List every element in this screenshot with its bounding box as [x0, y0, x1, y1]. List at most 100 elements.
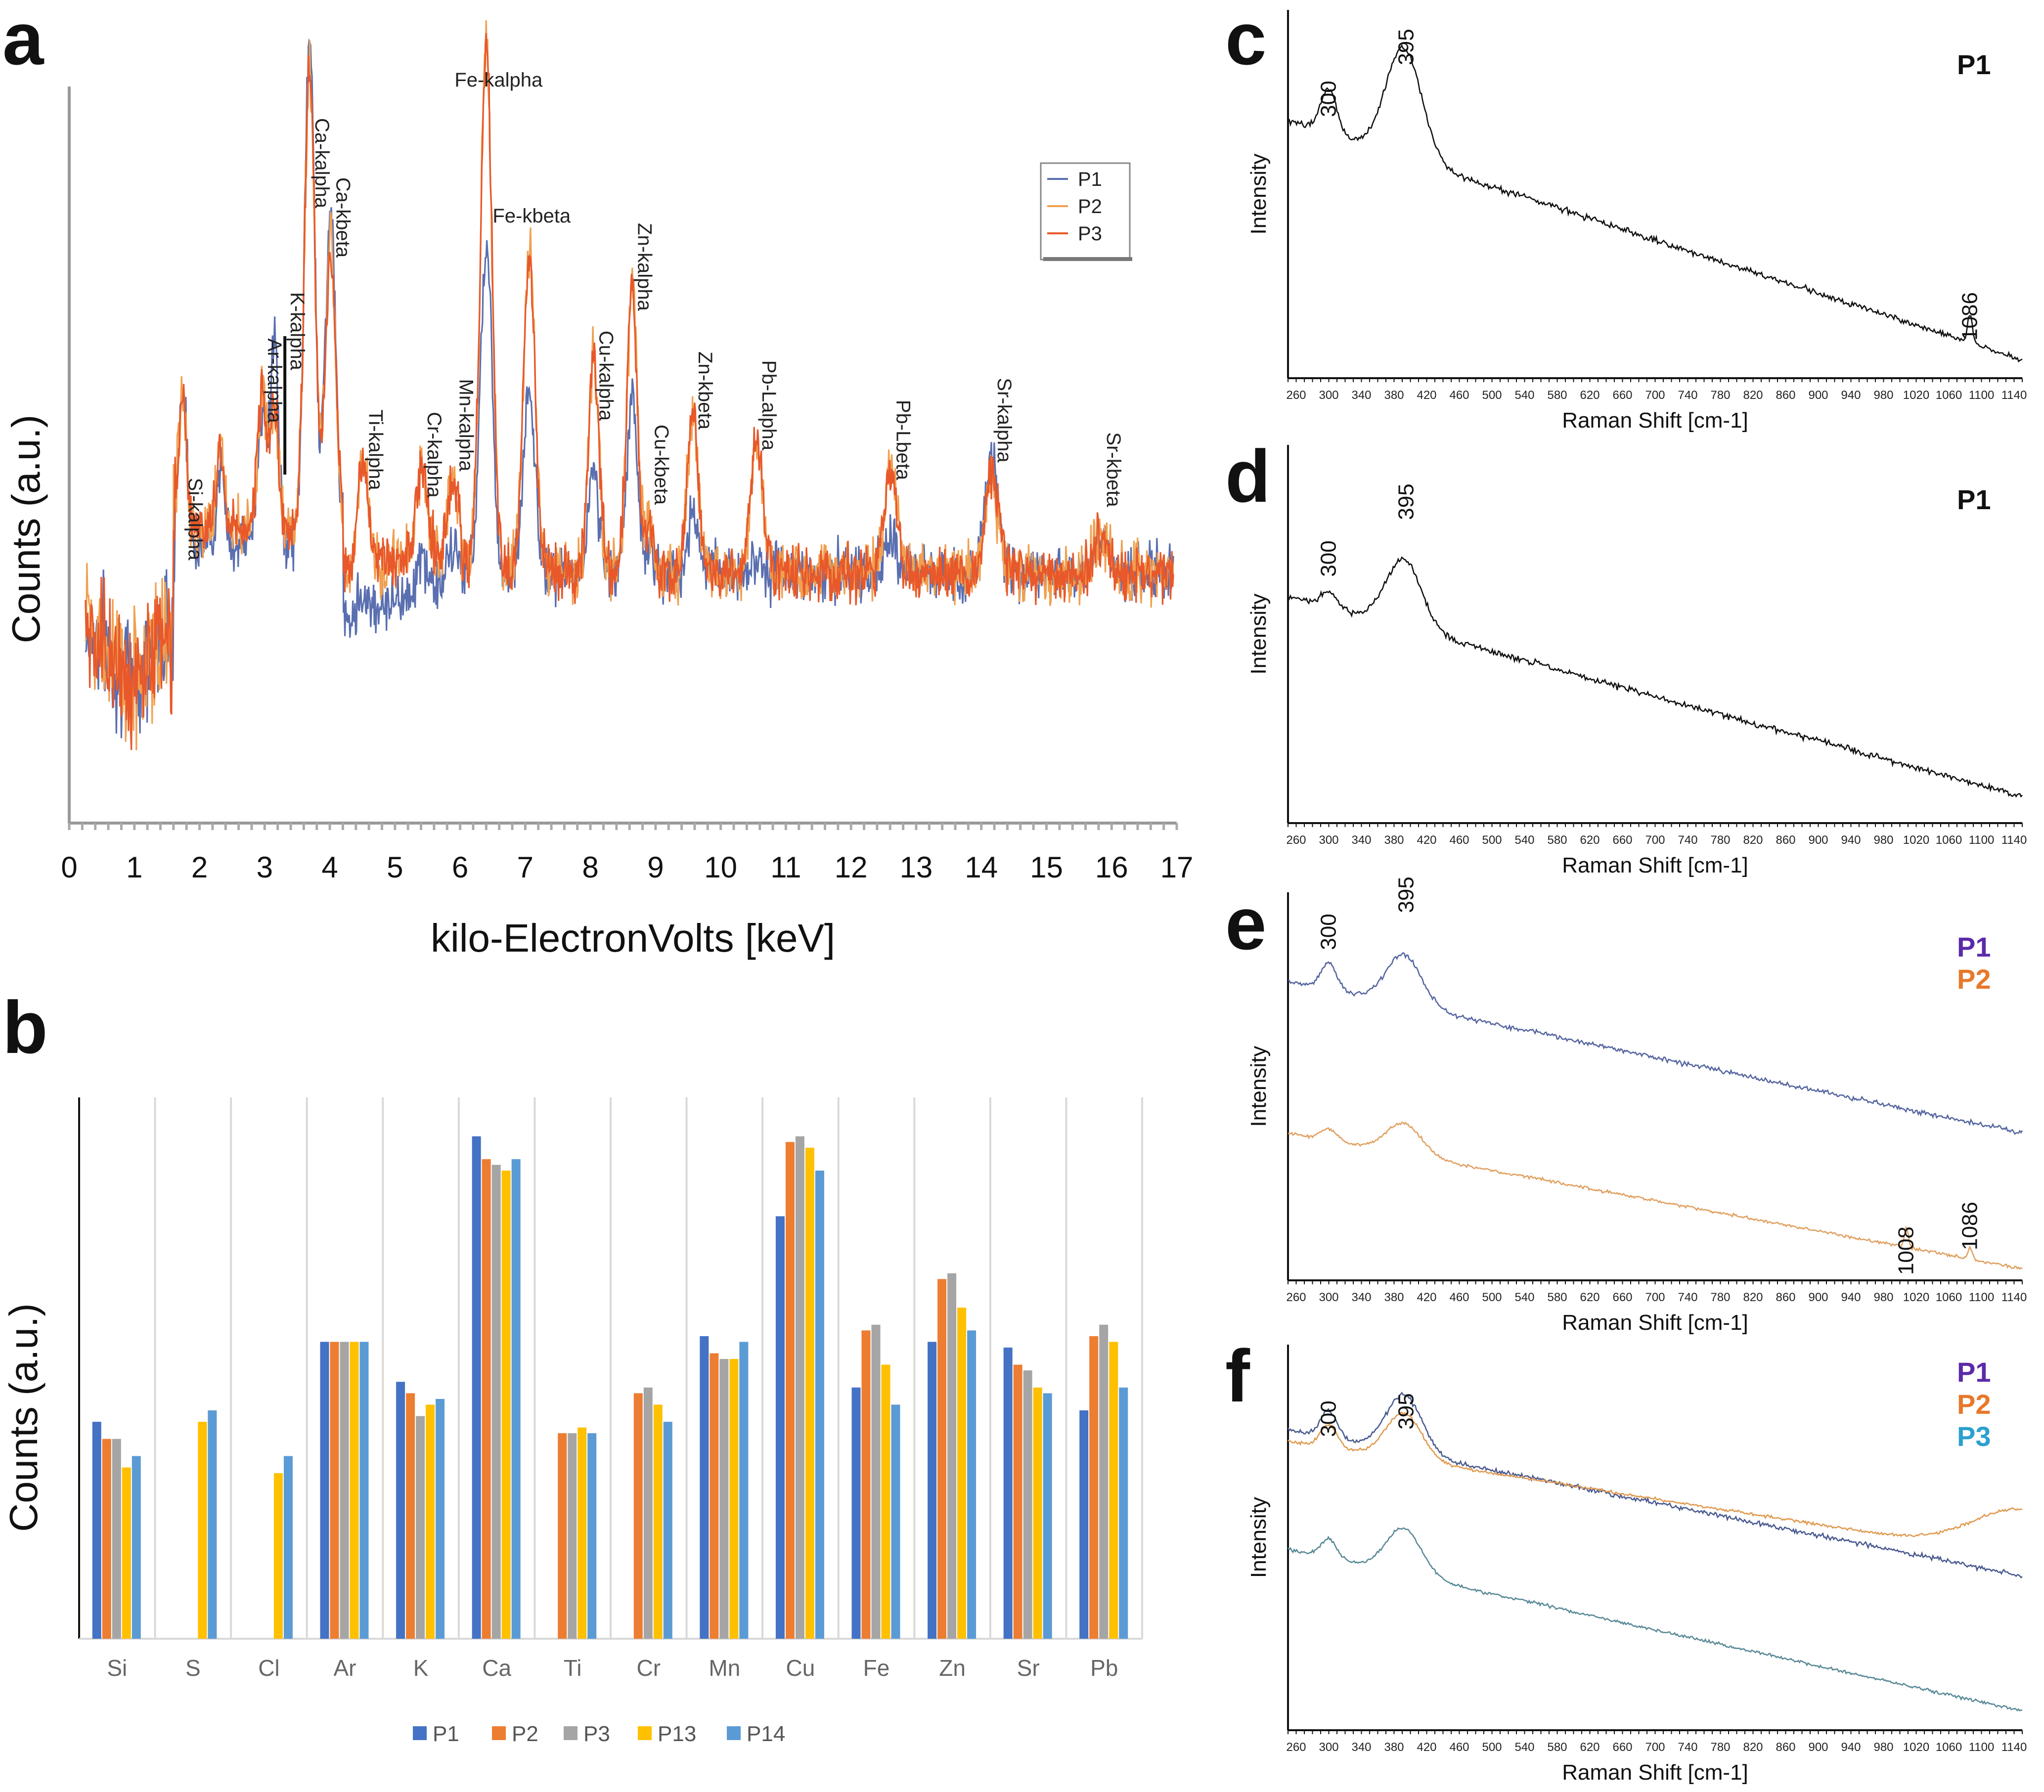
x-tick-label: 380	[1384, 1741, 1404, 1754]
y-axis-title: Counts (a.u.)	[4, 415, 48, 643]
category-label: Cu	[786, 1655, 815, 1681]
panel-letter-a: a	[2, 0, 44, 80]
x-tick-label: 16	[1095, 851, 1128, 884]
x-tick-label: 1100	[1969, 1741, 1995, 1754]
legend-label: P1	[433, 1722, 459, 1746]
x-tick-label: 260	[1286, 1741, 1306, 1754]
bar-p3	[643, 1387, 653, 1639]
x-tick-label: 980	[1873, 833, 1893, 847]
annotation: Zn-kalpha	[633, 223, 655, 311]
x-tick-label: 500	[1482, 833, 1502, 847]
x-tick-label: 740	[1678, 1741, 1697, 1754]
x-tick-label: 340	[1351, 1741, 1371, 1754]
x-tick-label: 500	[1482, 389, 1502, 402]
legend-label: P3	[1078, 223, 1102, 245]
panel-f: f 260 300 340 380 420 460 500 540 580 620 660 700 740…	[1225, 1334, 2027, 1785]
x-tick-label: 1020	[1903, 1741, 1929, 1754]
x-tick-label: 780	[1710, 389, 1730, 402]
x-tick-label: 620	[1580, 833, 1600, 847]
category-label: Si	[107, 1655, 127, 1681]
bar-p1	[472, 1136, 481, 1639]
legend-label: P2	[512, 1722, 538, 1746]
peak-label: 300	[1317, 914, 1341, 950]
x-tick-label: 780	[1710, 1741, 1730, 1754]
x-tick-label: 860	[1776, 1291, 1795, 1304]
x-tick-label: 460	[1449, 833, 1469, 847]
x-tick-label: 660	[1612, 389, 1632, 402]
annotation: Pb-Lalpha	[758, 360, 780, 451]
x-tick-label: 340	[1351, 389, 1371, 402]
peak-label: 1086	[1957, 1202, 1982, 1250]
x-tick-label: 780	[1710, 1291, 1730, 1304]
x-tick-label: 900	[1808, 389, 1828, 402]
bar-p3	[112, 1439, 121, 1639]
x-tick-label: 1060	[1936, 1741, 1962, 1754]
spectrum-p2-line	[1288, 1411, 2023, 1537]
bar-p2	[558, 1433, 567, 1639]
bar-p1	[320, 1342, 329, 1639]
bar-p13	[426, 1404, 435, 1639]
x-tick-label: 620	[1580, 1291, 1600, 1304]
spectrum-p1-line	[1288, 952, 2023, 1135]
x-tick-label: 1140	[2001, 1291, 2027, 1304]
x-axis-title: Raman Shift [cm-1]	[1562, 1760, 1748, 1785]
x-tick-label: 1140	[2001, 833, 2027, 847]
annotation: Sr-kalpha	[993, 378, 1015, 463]
legend-swatch	[492, 1726, 506, 1740]
panel-e: e 260 300 340 380 420 460 500 540 580 620 660 700 740…	[1225, 876, 2027, 1335]
annotation: Mn-kalpha	[455, 379, 477, 472]
x-tick-label: 900	[1808, 833, 1828, 847]
bar-p2	[1089, 1336, 1099, 1639]
bar-p1	[396, 1382, 405, 1639]
annotation: Sr-kbeta	[1103, 432, 1124, 507]
category-label: Zn	[939, 1655, 966, 1681]
x-tick-label: 260	[1286, 389, 1306, 402]
x-tick-label: 620	[1580, 1741, 1600, 1754]
panel-a: a0 1 2 3 4 5 6 7 8 9 10 11 12 13 14 15 16 17kilo-Electron…	[2, 0, 1193, 960]
x-tick-label: 13	[900, 851, 933, 884]
bar-p3	[1023, 1370, 1032, 1639]
annotation: K-kalpha	[286, 292, 308, 371]
x-tick-label: 540	[1514, 1741, 1534, 1754]
bar-p3	[947, 1273, 957, 1639]
x-tick-label: 500	[1482, 1291, 1502, 1304]
bar-p1	[928, 1342, 937, 1639]
x-tick-label: 700	[1645, 389, 1665, 402]
legend-b: P1 P2 P3 P13 P14	[413, 1722, 785, 1746]
bar-p3	[416, 1416, 425, 1639]
x-tick-label: 14	[965, 851, 998, 884]
x-tick-label: 940	[1841, 389, 1861, 402]
panel-c: c 260 300 340 380 420 460 500 540 580 620 660 700 740…	[1225, 0, 2027, 433]
annotation: Ti-kalpha	[364, 409, 386, 490]
annotation: Cu-kbeta	[651, 425, 672, 505]
peak-label: 1086	[1957, 292, 1982, 341]
bar-p13	[729, 1359, 739, 1639]
bar-p1	[775, 1216, 785, 1639]
x-tick-label: 1060	[1936, 389, 1962, 402]
category-label: Cl	[258, 1655, 279, 1681]
bar-p14	[436, 1399, 445, 1639]
annotation: Pb-Lbeta	[892, 400, 914, 481]
bar-p3	[871, 1324, 881, 1639]
x-tick-label: 340	[1351, 833, 1371, 847]
bar-p14	[359, 1342, 369, 1639]
panel-letter-b: b	[2, 986, 48, 1069]
x-tick-label: 820	[1743, 1741, 1763, 1754]
annotation: Cr-kalpha	[423, 412, 445, 498]
bar-p14	[891, 1404, 900, 1639]
peak-label: 300	[1317, 540, 1341, 576]
x-tick-label: 820	[1743, 389, 1763, 402]
x-tick-label: 780	[1710, 833, 1730, 847]
x-tick-label: 740	[1678, 833, 1697, 847]
x-tick-label: 3	[257, 851, 273, 884]
annotation: Ca-kbeta	[332, 177, 354, 258]
annotation: Ar-kalpha	[264, 338, 285, 423]
x-tick-label: 460	[1449, 389, 1469, 402]
bar-p3	[1099, 1324, 1109, 1639]
bar-p1	[1079, 1410, 1089, 1639]
panel-letter-f: f	[1225, 1334, 1250, 1417]
peak-label: 395	[1394, 483, 1418, 520]
x-tick-label: 300	[1319, 1741, 1338, 1754]
x-tick-label: 940	[1841, 1291, 1861, 1304]
